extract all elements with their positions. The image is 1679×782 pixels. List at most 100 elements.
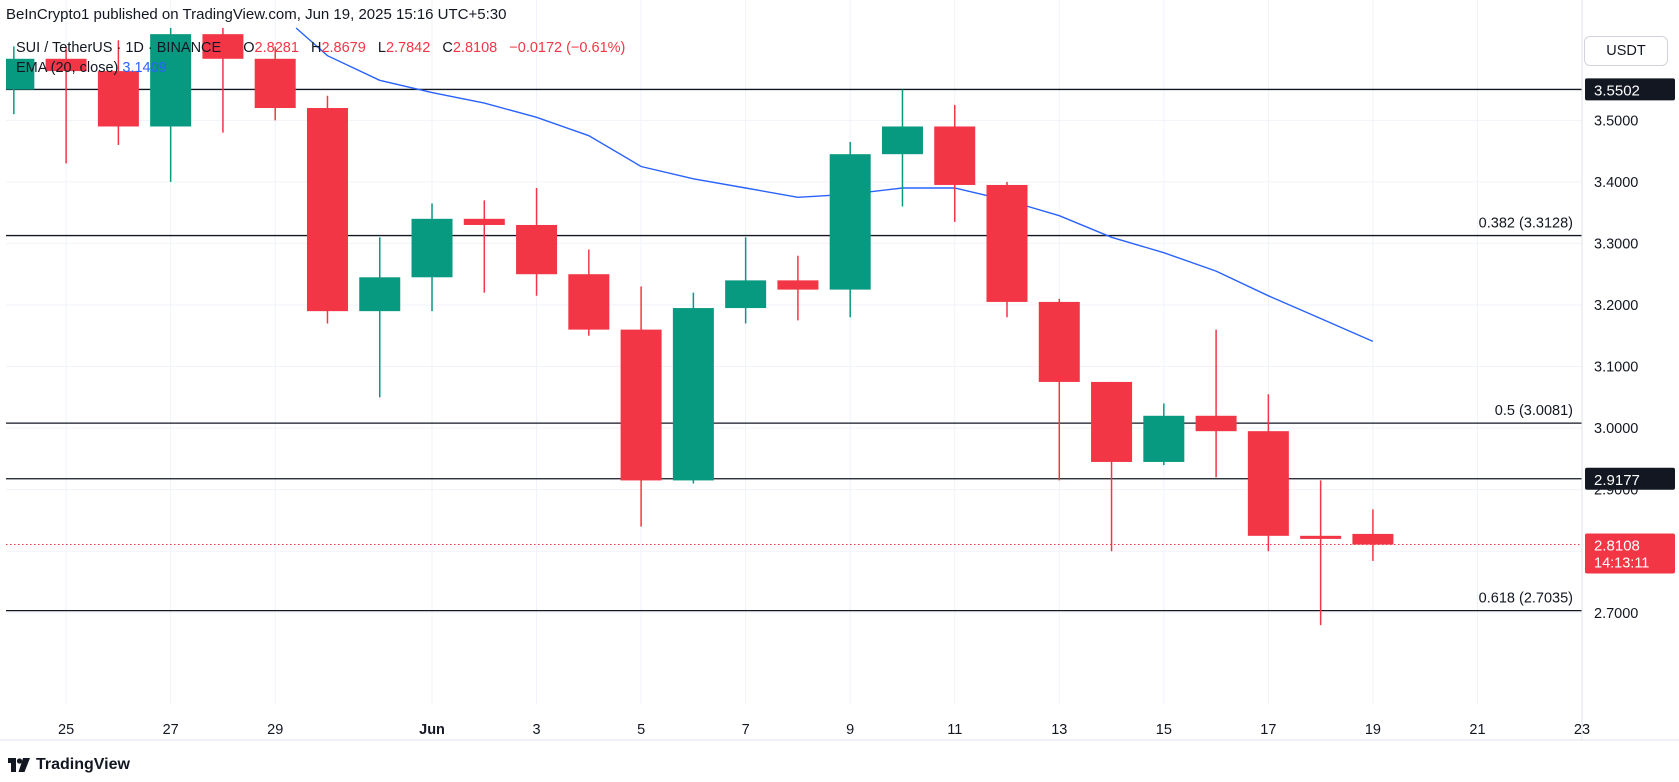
y-tick-label: 3.2000	[1594, 298, 1638, 314]
x-tick-label: 27	[163, 722, 179, 738]
candle-body	[620, 329, 662, 481]
candle-body	[306, 108, 348, 312]
x-tick-label: 11	[947, 722, 962, 738]
last-price-badge-text: 2.8108	[1594, 538, 1640, 555]
candle-series[interactable]	[0, 28, 1394, 626]
x-tick-label: 25	[58, 722, 74, 738]
x-tick-label: 21	[1469, 722, 1485, 738]
candle-body	[202, 34, 244, 59]
candle[interactable]	[1195, 329, 1237, 478]
ohlc-legend: SUI / TetherUS · 1D · BINANCE O2.8281 H2…	[16, 40, 625, 56]
level-label: 0.618 (2.7035)	[1479, 591, 1573, 607]
candle[interactable]	[934, 104, 976, 222]
candle-body	[6, 58, 35, 90]
ema-legend[interactable]: EMA (20, close) 3.1409	[16, 60, 167, 76]
candle-body	[45, 58, 87, 72]
candle-body	[1195, 415, 1237, 432]
candle[interactable]	[777, 255, 819, 321]
level-price-badge	[1585, 78, 1675, 101]
x-tick-label: Jun	[419, 722, 445, 738]
x-tick-label: 19	[1365, 722, 1381, 738]
candle[interactable]	[1300, 480, 1342, 626]
open-label: O	[243, 40, 255, 56]
candle[interactable]	[1247, 394, 1289, 552]
chart-grid	[6, 0, 1583, 704]
candle-body	[1091, 381, 1133, 462]
level-price-badge-text: 2.9177	[1594, 472, 1640, 489]
candle[interactable]	[829, 141, 871, 318]
candle[interactable]	[0, 46, 35, 115]
candle-body	[516, 224, 558, 275]
candle-body	[777, 280, 819, 290]
candle-body	[463, 218, 505, 225]
candle[interactable]	[516, 188, 558, 296]
currency-button[interactable]: USDT	[1584, 36, 1668, 66]
candle[interactable]	[254, 46, 296, 121]
candle-body	[1300, 535, 1342, 539]
candle[interactable]	[672, 292, 714, 484]
y-tick-label: 3.3000	[1594, 236, 1638, 252]
y-tick-label: 3.5000	[1594, 113, 1638, 129]
x-tick-label: 15	[1156, 722, 1172, 738]
level-lines: 0.382 (3.3128) 0.5 (3.0081) 0.618 (2.7035)	[6, 88, 1582, 612]
low-value: 2.7842	[385, 40, 431, 56]
candle[interactable]	[1038, 298, 1080, 481]
candle-body	[881, 126, 923, 155]
symbol-title[interactable]: SUI / TetherUS · 1D · BINANCE	[16, 40, 222, 56]
candle[interactable]	[411, 203, 453, 312]
candle-body	[150, 34, 192, 127]
candle[interactable]	[359, 237, 401, 398]
candle-body	[97, 71, 139, 127]
ema-label: EMA (20, close)	[16, 60, 119, 76]
candle-body	[672, 308, 714, 481]
level-price-badge	[1585, 467, 1675, 490]
x-tick-label: 29	[267, 722, 283, 738]
candle[interactable]	[463, 200, 505, 293]
candle[interactable]	[881, 89, 923, 207]
x-tick-label: 5	[637, 722, 645, 738]
x-tick-label: 23	[1574, 722, 1590, 738]
close-label: C	[442, 40, 453, 56]
candle[interactable]	[986, 181, 1028, 318]
candle[interactable]	[150, 28, 192, 182]
candle-body	[359, 277, 401, 312]
ema-value: 3.1409	[122, 60, 167, 76]
candle[interactable]	[202, 28, 244, 133]
candle[interactable]	[45, 46, 87, 164]
tradingview-logo[interactable]: TradingView	[8, 756, 130, 774]
axes: 2.70002.80002.90003.00003.10003.20003.30…	[0, 0, 1679, 741]
countdown-text: 14:13:11	[1594, 556, 1649, 572]
level-price-badge-text: 3.5502	[1594, 82, 1640, 99]
tradingview-logo-text: TradingView	[36, 756, 130, 773]
candle-body	[1143, 415, 1185, 462]
x-tick-label: 13	[1051, 722, 1067, 738]
low-label: L	[377, 40, 386, 56]
candle[interactable]	[306, 95, 348, 324]
y-tick-label: 2.7000	[1594, 606, 1638, 622]
candle-body	[934, 126, 976, 185]
y-tick-label: 3.4000	[1594, 175, 1638, 191]
candle[interactable]	[1143, 403, 1185, 466]
candle[interactable]	[620, 286, 662, 527]
level-label: 0.5 (3.0081)	[1495, 403, 1573, 419]
x-tick-label: 9	[846, 722, 854, 738]
candle-body	[254, 58, 296, 109]
candle[interactable]	[97, 40, 139, 145]
candle[interactable]	[1091, 381, 1133, 552]
candle[interactable]	[1352, 509, 1394, 561]
high-value: 2.8679	[321, 40, 366, 56]
open-value: 2.8281	[254, 40, 299, 56]
y-tick-label: 3.0000	[1594, 421, 1638, 437]
candle[interactable]	[568, 249, 610, 336]
candle-body	[829, 154, 871, 290]
last-price-badge	[1585, 533, 1675, 574]
ema-line	[295, 27, 1374, 343]
x-tick-label: 7	[742, 722, 750, 738]
candle[interactable]	[725, 237, 767, 324]
change-value: −0.0172 (−0.61%)	[509, 40, 626, 56]
candle-body	[1038, 301, 1080, 382]
publisher-caption: BeInCrypto1 published on TradingView.com…	[6, 6, 507, 23]
x-tick-label: 17	[1260, 722, 1276, 738]
